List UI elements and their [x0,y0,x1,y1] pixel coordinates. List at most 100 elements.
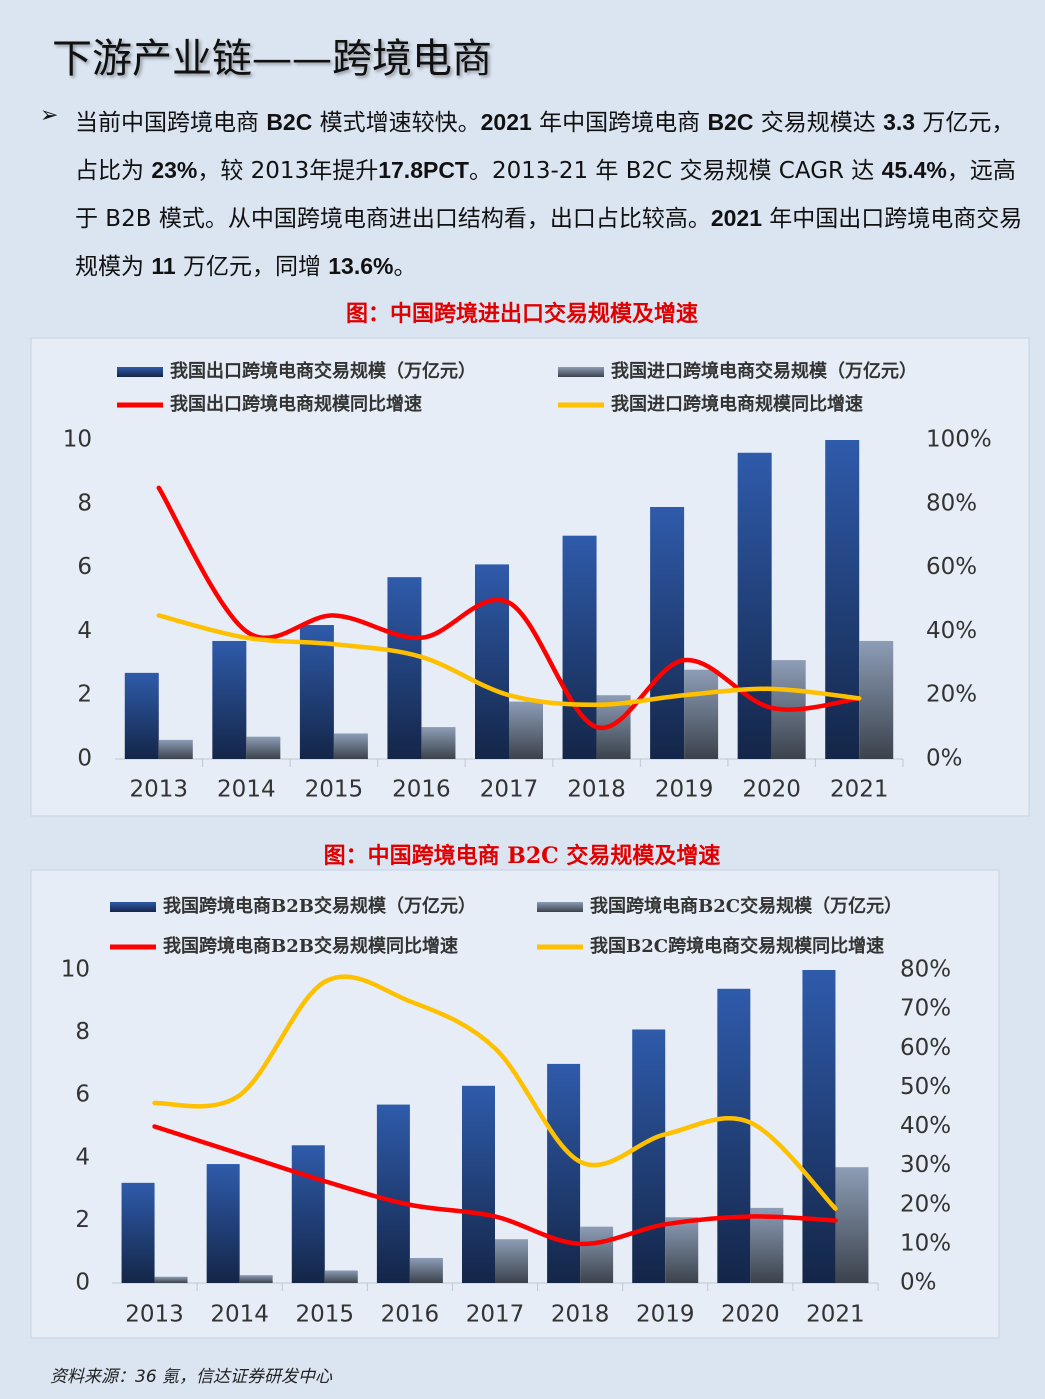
x-tick-label: 2018 [551,1302,610,1328]
bar [421,727,456,759]
bar [324,1270,358,1283]
y2-tick-label: 0% [926,746,963,772]
paragraph: 当前中国跨境电商 B2C 模式增速较快。2021 年中国跨境电商 B2C 交易规… [75,99,1025,291]
bar [717,988,751,1283]
page-title: 下游产业链——跨境电商 [52,36,492,82]
bar [632,1029,666,1283]
y2-tick-label: 0% [900,1270,937,1296]
legend-label: 我国跨境电商B2C交易规模（万亿元） [590,895,902,917]
bold-text: 3.3 [883,109,916,135]
bar [475,564,509,759]
legend-label: 我国跨境电商B2B交易规模同比增速 [163,935,458,957]
bar [495,1239,528,1283]
y-tick-label: 0 [75,1270,90,1296]
bar [750,1207,784,1283]
text-run: 年中国跨境电商 [531,110,708,136]
y2-tick-label: 50% [900,1074,951,1100]
text-run: 万亿元，占比为 [75,110,1015,184]
bar [212,640,247,759]
y2-tick-label: 80% [900,957,951,983]
legend-swatch [117,367,163,377]
x-tick-label: 2015 [305,777,364,803]
bar [835,1167,869,1283]
bar [158,739,193,759]
y2-tick-label: 60% [926,554,977,580]
bold-text: 11 [151,253,176,279]
text-run: 。2013-21 年 B2C 交易规模 CAGR 达 [468,158,882,184]
bar [387,577,422,759]
text-run: ，较 2013年提升 [197,158,379,184]
y2-tick-label: 40% [900,1113,951,1139]
x-tick-label: 2016 [381,1302,440,1328]
bar [509,701,543,759]
line-series [156,485,862,731]
text-run: 万亿元，同增 [175,254,329,280]
y2-tick-label: 70% [900,996,951,1022]
chart-title: 图：中国跨境电商 B2C 交易规模及增速 [324,843,721,869]
bar [665,1217,699,1283]
text-run: 当前中国跨境电商 [75,110,267,136]
x-tick-label: 2014 [217,777,276,803]
bar [650,506,685,759]
x-tick-label: 2019 [636,1302,695,1328]
y-tick-label: 4 [75,1144,90,1170]
bold-text: 45.4% [881,157,947,183]
legend-label: 我国B2C跨境电商交易规模同比增速 [590,935,884,957]
text-run: 年中国出口跨境电商交易规模为 [75,206,1023,280]
y2-tick-label: 20% [900,1191,951,1217]
text-run: 。 [393,254,417,280]
x-tick-label: 2021 [806,1302,865,1328]
x-tick-label: 2013 [125,1302,184,1328]
legend-swatch [558,367,604,377]
y-tick-label: 0 [77,746,92,772]
bar [246,736,281,759]
bold-text: B2C [707,109,754,135]
y2-tick-label: 30% [900,1152,951,1178]
bar [580,1226,614,1283]
y-tick-label: 10 [61,957,90,983]
legend-label: 我国跨境电商B2B交易规模（万亿元） [163,895,476,917]
x-tick-label: 2016 [392,777,451,803]
text-run: ，远高于 B2B 模式。从中国跨境电商进出口结构看，出口占比较高。 [75,158,1016,232]
legend-swatch [110,902,156,912]
legend-label: 我国进口跨境电商交易规模（万亿元） [611,360,917,382]
legend-label: 我国出口跨境电商规模同比增速 [170,393,422,415]
bar [462,1085,495,1283]
legend-swatch [537,902,583,912]
y2-tick-label: 40% [926,618,977,644]
bold-text: 2021 [710,205,762,231]
source-note: 资料来源：36 氪，信达证券研发中心 [50,1367,333,1387]
bar [124,672,159,759]
x-tick-label: 2020 [721,1302,780,1328]
x-tick-label: 2015 [296,1302,355,1328]
x-tick-label: 2014 [210,1302,269,1328]
legend-label: 我国出口跨境电商交易规模（万亿元） [170,360,476,382]
y-tick-label: 6 [77,554,92,580]
y2-tick-label: 20% [926,682,977,708]
bar [802,970,836,1283]
bar [206,1164,240,1283]
x-tick-label: 2021 [830,777,889,803]
chart-title: 图：中国跨境进出口交易规模及增速 [346,301,698,327]
bar [154,1276,188,1283]
y2-tick-label: 80% [926,490,977,516]
x-tick-label: 2013 [130,777,189,803]
y2-tick-label: 60% [900,1035,951,1061]
y2-tick-label: 100% [926,427,992,453]
text-run: 模式增速较快。 [312,110,481,136]
y2-tick-label: 10% [900,1230,951,1256]
bold-text: 2021 [480,109,532,135]
bullet-icon: ➢ [40,103,59,128]
bar [547,1063,581,1283]
y-tick-label: 2 [77,682,92,708]
bar [291,1145,325,1283]
y-tick-label: 4 [77,618,92,644]
bar [333,733,368,759]
y-tick-label: 8 [75,1019,90,1045]
y-tick-label: 8 [77,490,92,516]
y-tick-label: 6 [75,1082,90,1108]
line-series [152,1124,838,1247]
bar [737,452,772,759]
